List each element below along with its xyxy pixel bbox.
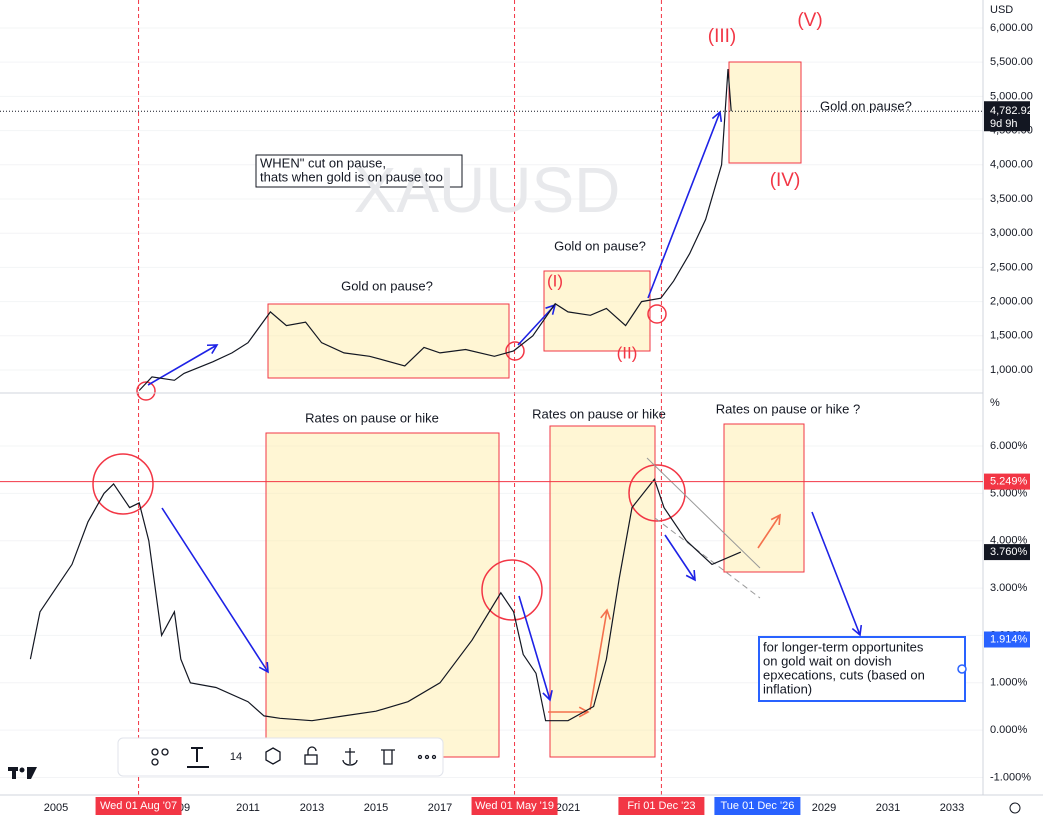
annotation: Gold on pause? [820,98,912,113]
date-label: Wed 01 Aug '07 [100,800,177,812]
watermark: XAUUSD [354,154,621,226]
y-tick-label: 5.000% [990,487,1028,499]
price-line [29,477,742,722]
font-size[interactable]: 14 [230,751,242,763]
last-price-label: 4,782.92 [990,105,1033,117]
level-label: 1.914% [990,633,1028,645]
annotation: Rates on pause or hike ? [716,401,861,416]
note-text: on gold wait on dovish [763,653,892,668]
annotation: (V) [797,10,822,31]
arrow [161,507,269,674]
axis-unit: % [990,397,1000,409]
y-tick-label: 1,000.00 [990,364,1033,376]
date-box [714,797,801,815]
level-box [984,631,1030,648]
y-tick-label: 1.000% [990,677,1028,689]
y-tick-label: 6,000.00 [990,22,1033,34]
annotation: Gold on pause? [554,238,646,253]
date-label: Tue 01 Dec '26 [720,800,794,812]
annotation: (II) [617,343,638,362]
y-tick-label: 1,500.00 [990,330,1033,342]
level-box [984,473,1030,490]
y-tick-label: -1.000% [990,771,1031,783]
axis-unit: USD [990,4,1013,16]
y-tick-label: 3,000.00 [990,227,1033,239]
date-label: Wed 01 May '19 [475,800,554,812]
price-line [138,68,732,391]
y-tick-label: 0.000% [990,724,1028,736]
y-tick-label: 6.000% [990,440,1028,452]
date-box [471,797,558,815]
note-text: epxecations, cuts (based on [763,667,925,682]
y-tick-label: 5,500.00 [990,56,1033,68]
annotation: (IV) [770,170,801,191]
y-tick-label: 5,000.00 [990,90,1033,102]
note-text: for longer-term opportunites [763,639,924,654]
last-value-box [984,544,1030,561]
arrow [589,608,612,711]
circles [92,304,686,621]
y-tick-label: 4,000.00 [990,159,1033,171]
date-box [95,797,182,815]
level-label: 5.249% [990,475,1028,487]
arrow [518,595,553,702]
x-tick-label: 2029 [812,802,836,814]
arrow [811,511,863,637]
arrow [757,513,781,549]
channel-line [654,517,761,599]
x-tick-label: 2017 [428,802,452,814]
x-tick-label: 2013 [300,802,324,814]
x-tick-label: 2011 [236,802,260,814]
x-tick-label: 2033 [940,802,964,814]
y-tick-label: 2,000.00 [990,296,1033,308]
x-tick-label: 2005 [44,802,68,814]
y-tick-label: 3.000% [990,582,1028,594]
x-tick-label: 2031 [876,802,900,814]
arrow [664,534,696,582]
last-price-box [984,101,1030,132]
toolbar: 14 [117,737,444,777]
note-text: WHEN" cut on pause, [260,155,386,170]
handle[interactable] [957,664,967,674]
y-tick-label: 2,500.00 [990,261,1033,273]
annotation: Rates on pause or hike [532,406,666,421]
last-value-label: 3.760% [990,546,1028,558]
logo [8,767,37,779]
x-tick-label: 2015 [364,802,388,814]
note-box [255,154,463,188]
arrow [647,110,723,299]
annotation: (I) [547,271,563,290]
note-text: inflation) [763,681,812,696]
annotation: Rates on pause or hike [305,410,439,425]
note-text: thats when gold is on pause too [260,169,443,184]
annotation: Gold on pause? [341,278,433,293]
date-label: Fri 01 Dec '23 [627,800,695,812]
x-tick-label: 2021 [556,802,580,814]
y-tick-label: 3,500.00 [990,193,1033,205]
settings[interactable] [1009,802,1021,814]
highlight-boxes [265,61,805,758]
annotation: (III) [708,26,737,47]
date-box [618,797,705,815]
countdown: 9d 9h [990,118,1018,130]
y-tick-label: 4.000% [990,535,1028,547]
note-box [758,636,966,702]
arrow [548,706,590,718]
channel-line [646,457,761,569]
